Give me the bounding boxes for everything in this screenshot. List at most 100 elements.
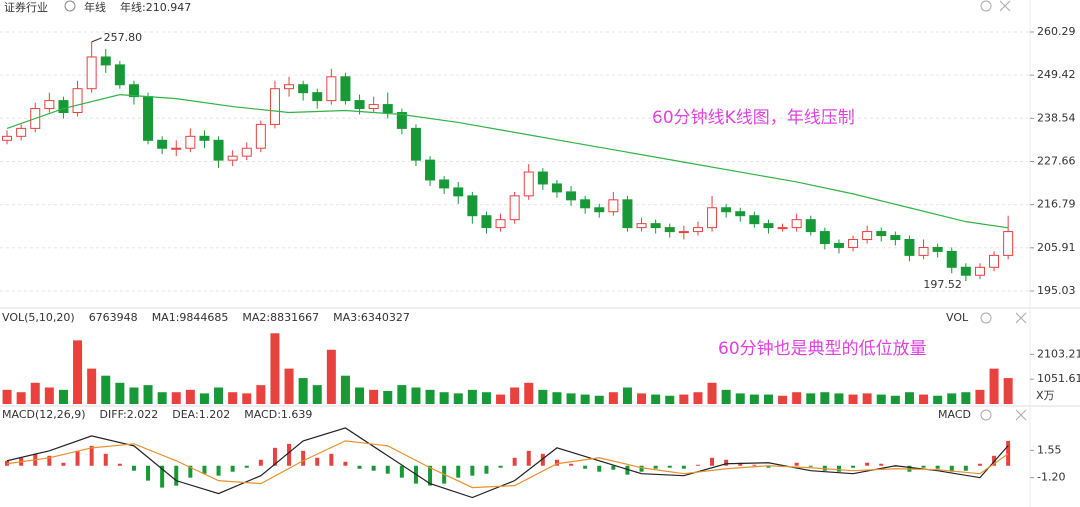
header-text: 证券行业 <box>4 0 48 14</box>
header-text: DEA:1.202 <box>172 408 230 421</box>
volume-bar <box>298 378 308 404</box>
volume-bar <box>904 392 914 404</box>
volume-bar <box>228 392 238 404</box>
candle-body <box>833 242 844 248</box>
candle-body <box>439 179 450 189</box>
candle-body <box>72 88 83 114</box>
candle-body <box>862 231 873 241</box>
macd-bar <box>752 464 757 466</box>
candle-body <box>227 155 238 161</box>
macd-bar <box>470 465 475 476</box>
volume-bar <box>171 392 181 404</box>
volume-bar <box>312 385 322 404</box>
settings-icon[interactable] <box>980 312 992 324</box>
macd-bar <box>851 465 856 468</box>
macd-bar <box>329 453 334 466</box>
unit-label: X万 <box>1036 389 1055 402</box>
macd-bar <box>131 465 136 471</box>
macd-bar <box>611 465 616 470</box>
volume-bar <box>608 392 618 404</box>
dropdown-icon[interactable] <box>64 0 76 12</box>
header-text: VOL(5,10,20) <box>2 311 75 324</box>
volume-bar <box>369 389 379 404</box>
y-tick-label: 2103.21 <box>1037 347 1080 360</box>
candle-body <box>692 227 703 233</box>
volume-bar <box>651 394 661 404</box>
volume-bar <box>721 389 731 404</box>
candle-body <box>171 147 182 150</box>
panel-label: VOL <box>946 311 969 324</box>
macd-bar <box>244 465 249 468</box>
candle-body <box>86 56 97 90</box>
settings-icon[interactable] <box>980 409 992 421</box>
y-tick-label: -1.20 <box>1037 471 1065 484</box>
volume-bar <box>510 387 520 404</box>
candle-body <box>241 147 252 157</box>
macd-bar <box>766 465 771 468</box>
volume-bar <box>876 394 886 404</box>
macd-bar <box>89 445 94 466</box>
volume-bar <box>763 394 773 404</box>
volume-bar <box>467 389 477 404</box>
volume-bar <box>101 375 111 404</box>
candle-body <box>199 135 210 141</box>
y-tick-label: 238.54 <box>1037 111 1076 124</box>
volume-bar <box>961 392 971 404</box>
macd-bar <box>921 465 926 468</box>
volume-bar <box>115 382 125 404</box>
candle-body <box>622 199 633 229</box>
candle-body <box>157 139 168 149</box>
volume-bar <box>397 385 407 404</box>
candle-body <box>495 219 506 229</box>
volume-bar <box>256 385 266 404</box>
macd-bar <box>399 465 404 478</box>
candle-body <box>298 84 309 94</box>
volume-bar <box>157 392 167 404</box>
macd-bar <box>230 465 235 472</box>
macd-bar <box>738 462 743 466</box>
volume-bar <box>806 393 816 404</box>
candle-body <box>453 187 464 197</box>
volume-bar <box>735 393 745 404</box>
macd-bar <box>977 463 982 466</box>
close-icon[interactable] <box>1015 312 1027 324</box>
candle-body <box>425 159 436 181</box>
macd-bar <box>554 459 559 466</box>
candle-body <box>551 183 562 193</box>
volume-bar <box>933 395 943 404</box>
settings-icon[interactable] <box>980 0 992 12</box>
candle-body <box>805 219 816 233</box>
candle-body <box>749 215 760 225</box>
macd-bar <box>428 465 433 486</box>
volume-bar <box>566 393 576 404</box>
candle-body <box>876 231 887 237</box>
volume-bar <box>947 393 957 404</box>
candle-body <box>523 171 534 197</box>
volume-bar <box>411 387 421 404</box>
volume-bar <box>552 392 562 404</box>
volume-bar <box>749 394 759 404</box>
volume-bar <box>792 392 802 404</box>
header-text: 年线:210.947 <box>120 0 191 14</box>
macd-bar <box>597 465 602 472</box>
candle-body <box>382 104 393 114</box>
close-icon[interactable] <box>1015 409 1027 421</box>
toolbar-icons <box>980 0 1027 421</box>
y-tick-label: 249.42 <box>1037 68 1076 81</box>
header-text: MACD:1.639 <box>244 408 312 421</box>
close-icon[interactable] <box>999 0 1011 12</box>
macd-bar <box>456 465 461 478</box>
volume-bar <box>326 349 336 404</box>
candle-body <box>312 92 323 102</box>
macd-bar <box>625 465 630 475</box>
macd-bar <box>146 465 151 481</box>
candle-body <box>143 96 154 141</box>
indicator-line <box>6 94 1009 229</box>
candle-body <box>960 266 971 276</box>
candle-body <box>269 88 280 125</box>
macd-bar <box>258 459 263 466</box>
header-text: MA2:8831667 <box>242 311 319 324</box>
macd-bar <box>47 455 52 466</box>
candle-body <box>707 207 718 229</box>
header-text: MACD(12,26,9) <box>2 408 86 421</box>
